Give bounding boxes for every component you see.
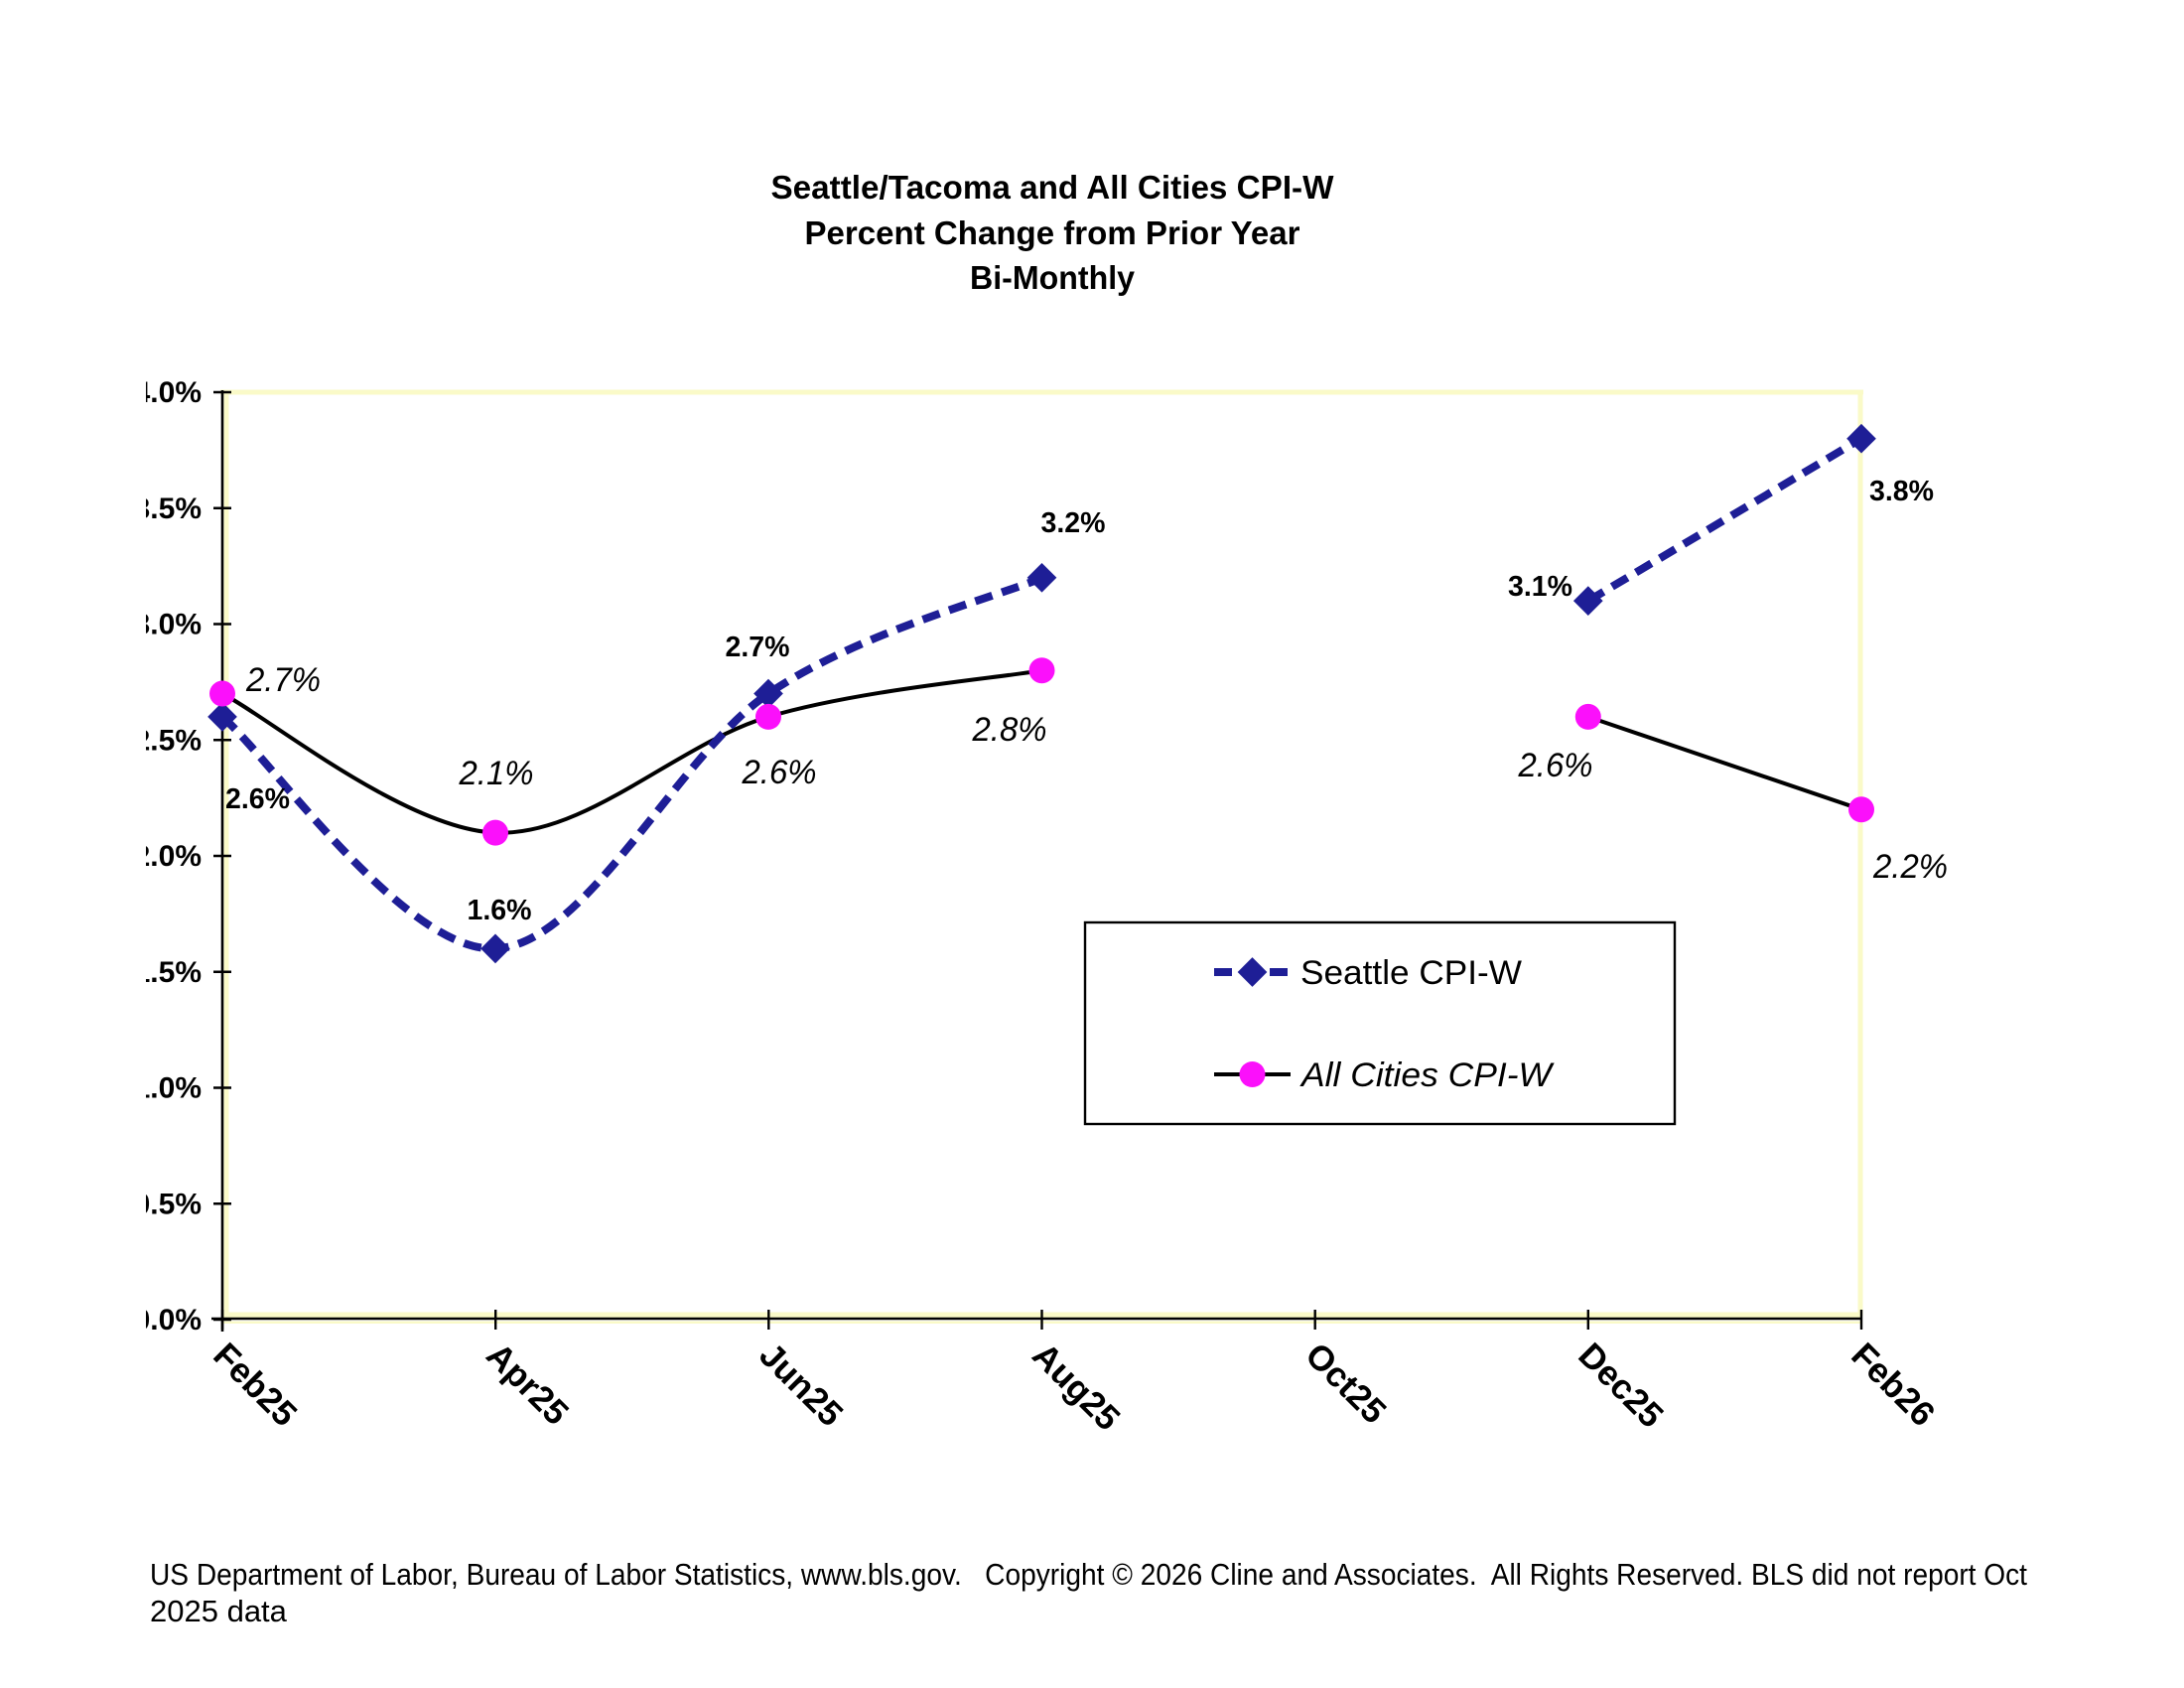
svg-text:2025 data: 2025 data	[150, 1594, 288, 1628]
svg-text:Seattle CPI-W: Seattle CPI-W	[1300, 954, 1522, 992]
svg-text:2.7%: 2.7%	[245, 661, 321, 699]
svg-text:3.8%: 3.8%	[1869, 476, 1934, 507]
svg-text:Seattle/Tacoma and All Cities: Seattle/Tacoma and All Cities CPI-W	[771, 169, 1335, 206]
svg-text:2.8%: 2.8%	[972, 711, 1047, 749]
svg-text:2.6%: 2.6%	[225, 783, 290, 815]
svg-text:Percent Change from Prior Year: Percent Change from Prior Year	[805, 214, 1300, 251]
svg-text:3.2%: 3.2%	[1041, 507, 1106, 539]
svg-text:2.2%: 2.2%	[1872, 848, 1948, 886]
svg-text:2.1%: 2.1%	[459, 755, 534, 792]
svg-text:2.6%: 2.6%	[742, 754, 817, 791]
svg-text:3.1%: 3.1%	[1508, 571, 1572, 603]
svg-text:All Cities CPI-W: All Cities CPI-W	[1299, 1056, 1555, 1094]
svg-text:US Department of Labor, Bureau: US Department of Labor, Bureau of Labor …	[150, 1557, 2027, 1592]
svg-text:1.6%: 1.6%	[468, 895, 532, 926]
svg-text:2.7%: 2.7%	[726, 632, 790, 663]
svg-text:Bi-Monthly: Bi-Monthly	[970, 259, 1136, 296]
svg-text:2.6%: 2.6%	[1518, 747, 1593, 784]
